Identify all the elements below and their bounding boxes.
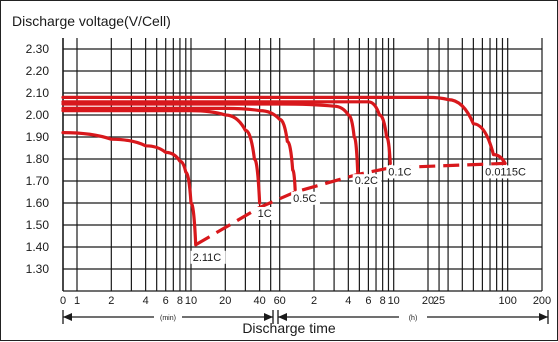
x-tick-label: 6 xyxy=(365,295,371,307)
y-tick-label: 2.10 xyxy=(26,86,50,100)
series-label: 0.0115C xyxy=(485,166,526,178)
series-line xyxy=(61,106,297,192)
arrow-label-bg xyxy=(154,312,182,322)
x-tick-label: 8 xyxy=(177,295,183,307)
y-tick-labels: 2.30 2.20 2.10 2.00 1.90 1.80 1.70 1.60 1.50 1.40… xyxy=(26,42,50,276)
endpoint-dashed-line xyxy=(194,161,506,247)
y-tick-label: 1.40 xyxy=(26,240,50,254)
y-tick-label: 1.90 xyxy=(26,130,50,144)
x-tick-label: 0 xyxy=(60,295,66,307)
x-tick-label: 10 xyxy=(185,295,197,307)
endpoint-line xyxy=(194,161,506,247)
series-line xyxy=(61,95,507,165)
y-tick-label: 1.30 xyxy=(26,262,50,276)
arrow-head-right xyxy=(539,313,548,321)
series-label-bg xyxy=(352,174,382,188)
series-label-bg xyxy=(190,250,226,264)
x-tick-label: 1 xyxy=(74,295,80,307)
x-tick-label: 60 xyxy=(274,295,286,307)
series-label: 0.5C xyxy=(293,193,316,205)
series-line xyxy=(61,102,360,174)
series-line xyxy=(61,108,262,205)
series-label: 0.2C xyxy=(355,175,378,187)
series-label: 2.11C xyxy=(193,252,222,264)
arrow-label: (min) xyxy=(160,315,176,322)
x-tick-label: 2 xyxy=(311,295,317,307)
series-label-bg xyxy=(483,165,531,179)
y-tick-label: 1.80 xyxy=(26,152,50,166)
x-tick-label: 100 xyxy=(499,295,517,307)
series-label-bg xyxy=(255,207,273,220)
x-tick-label: 10 xyxy=(388,295,400,307)
series-label-bg xyxy=(386,165,416,179)
series-label-bg xyxy=(291,191,320,205)
x-tick-label: 8 xyxy=(380,295,386,307)
grid xyxy=(62,38,543,292)
x-tick-label: 4 xyxy=(345,295,351,307)
y-tick-label: 2.00 xyxy=(26,108,50,122)
series-labels: 2.11C 1C 0.5C 0.2C 0.1C 0.0115C xyxy=(190,165,531,264)
arrow-head-left xyxy=(278,313,287,321)
y-tick-label: 2.30 xyxy=(26,42,50,56)
x-tick-label: 4 xyxy=(143,295,149,307)
arrow-label-bg xyxy=(399,312,427,322)
arrow-head-left xyxy=(63,313,72,321)
arrow-head-right xyxy=(264,313,273,321)
x-tick-label: 20 xyxy=(422,295,434,307)
series-label: 0.1C xyxy=(388,166,411,178)
x-tick-label: 6 xyxy=(163,295,169,307)
y-tick-label: 1.60 xyxy=(26,196,50,210)
arrow-label: (h) xyxy=(409,315,418,322)
series-label: 1C xyxy=(258,208,272,220)
series-line xyxy=(61,131,198,247)
x-tick-label: 40 xyxy=(253,295,265,307)
series-lines xyxy=(61,95,507,247)
x-tick-label: 2 xyxy=(108,295,114,307)
x-axis-title: Discharge time xyxy=(242,320,336,336)
x-tick-label: 200 xyxy=(533,295,551,307)
x-tick-label: 25 xyxy=(433,295,445,307)
y-tick-label: 1.50 xyxy=(26,218,50,232)
series-line xyxy=(61,100,392,165)
y-tick-label: 1.70 xyxy=(26,174,50,188)
y-tick-label: 2.20 xyxy=(26,64,50,78)
time-unit-arrows: (min) (h) xyxy=(62,310,549,324)
y-axis-title: Discharge voltage(V/Cell) xyxy=(12,13,171,29)
x-tick-label: 20 xyxy=(219,295,231,307)
